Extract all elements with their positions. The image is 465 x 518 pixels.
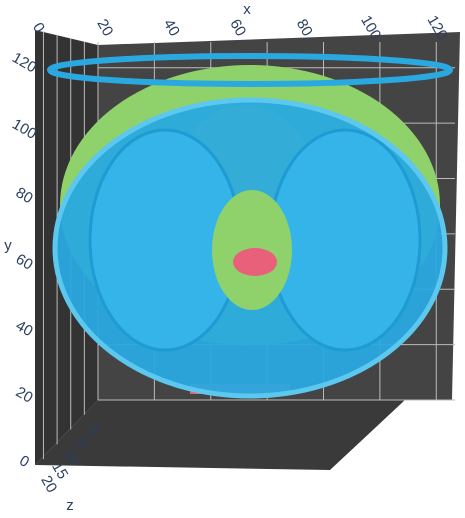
x-tick-label: 20 — [93, 16, 116, 39]
y-tick-label: 60 — [13, 251, 36, 274]
surface-patch — [233, 248, 277, 276]
y-tick-label: 40 — [13, 317, 36, 340]
y-tick-label: 80 — [13, 184, 36, 207]
y-tick-label: 100 — [9, 116, 39, 143]
x-tick-label: 80 — [293, 16, 316, 39]
x-tick-label: 40 — [160, 16, 183, 39]
z-axis-title: z — [66, 497, 74, 514]
y-axis-title: y — [4, 237, 12, 254]
x-tick-label: 60 — [226, 16, 249, 39]
y-tick-label: 0 — [16, 452, 32, 471]
surface-patch — [270, 130, 420, 350]
chart: x y z 0204060801001200204060801001200510… — [0, 0, 465, 518]
x-axis-title: x — [243, 1, 251, 18]
y-tick-label: 20 — [13, 384, 36, 407]
y-tick-label: 120 — [9, 49, 39, 76]
